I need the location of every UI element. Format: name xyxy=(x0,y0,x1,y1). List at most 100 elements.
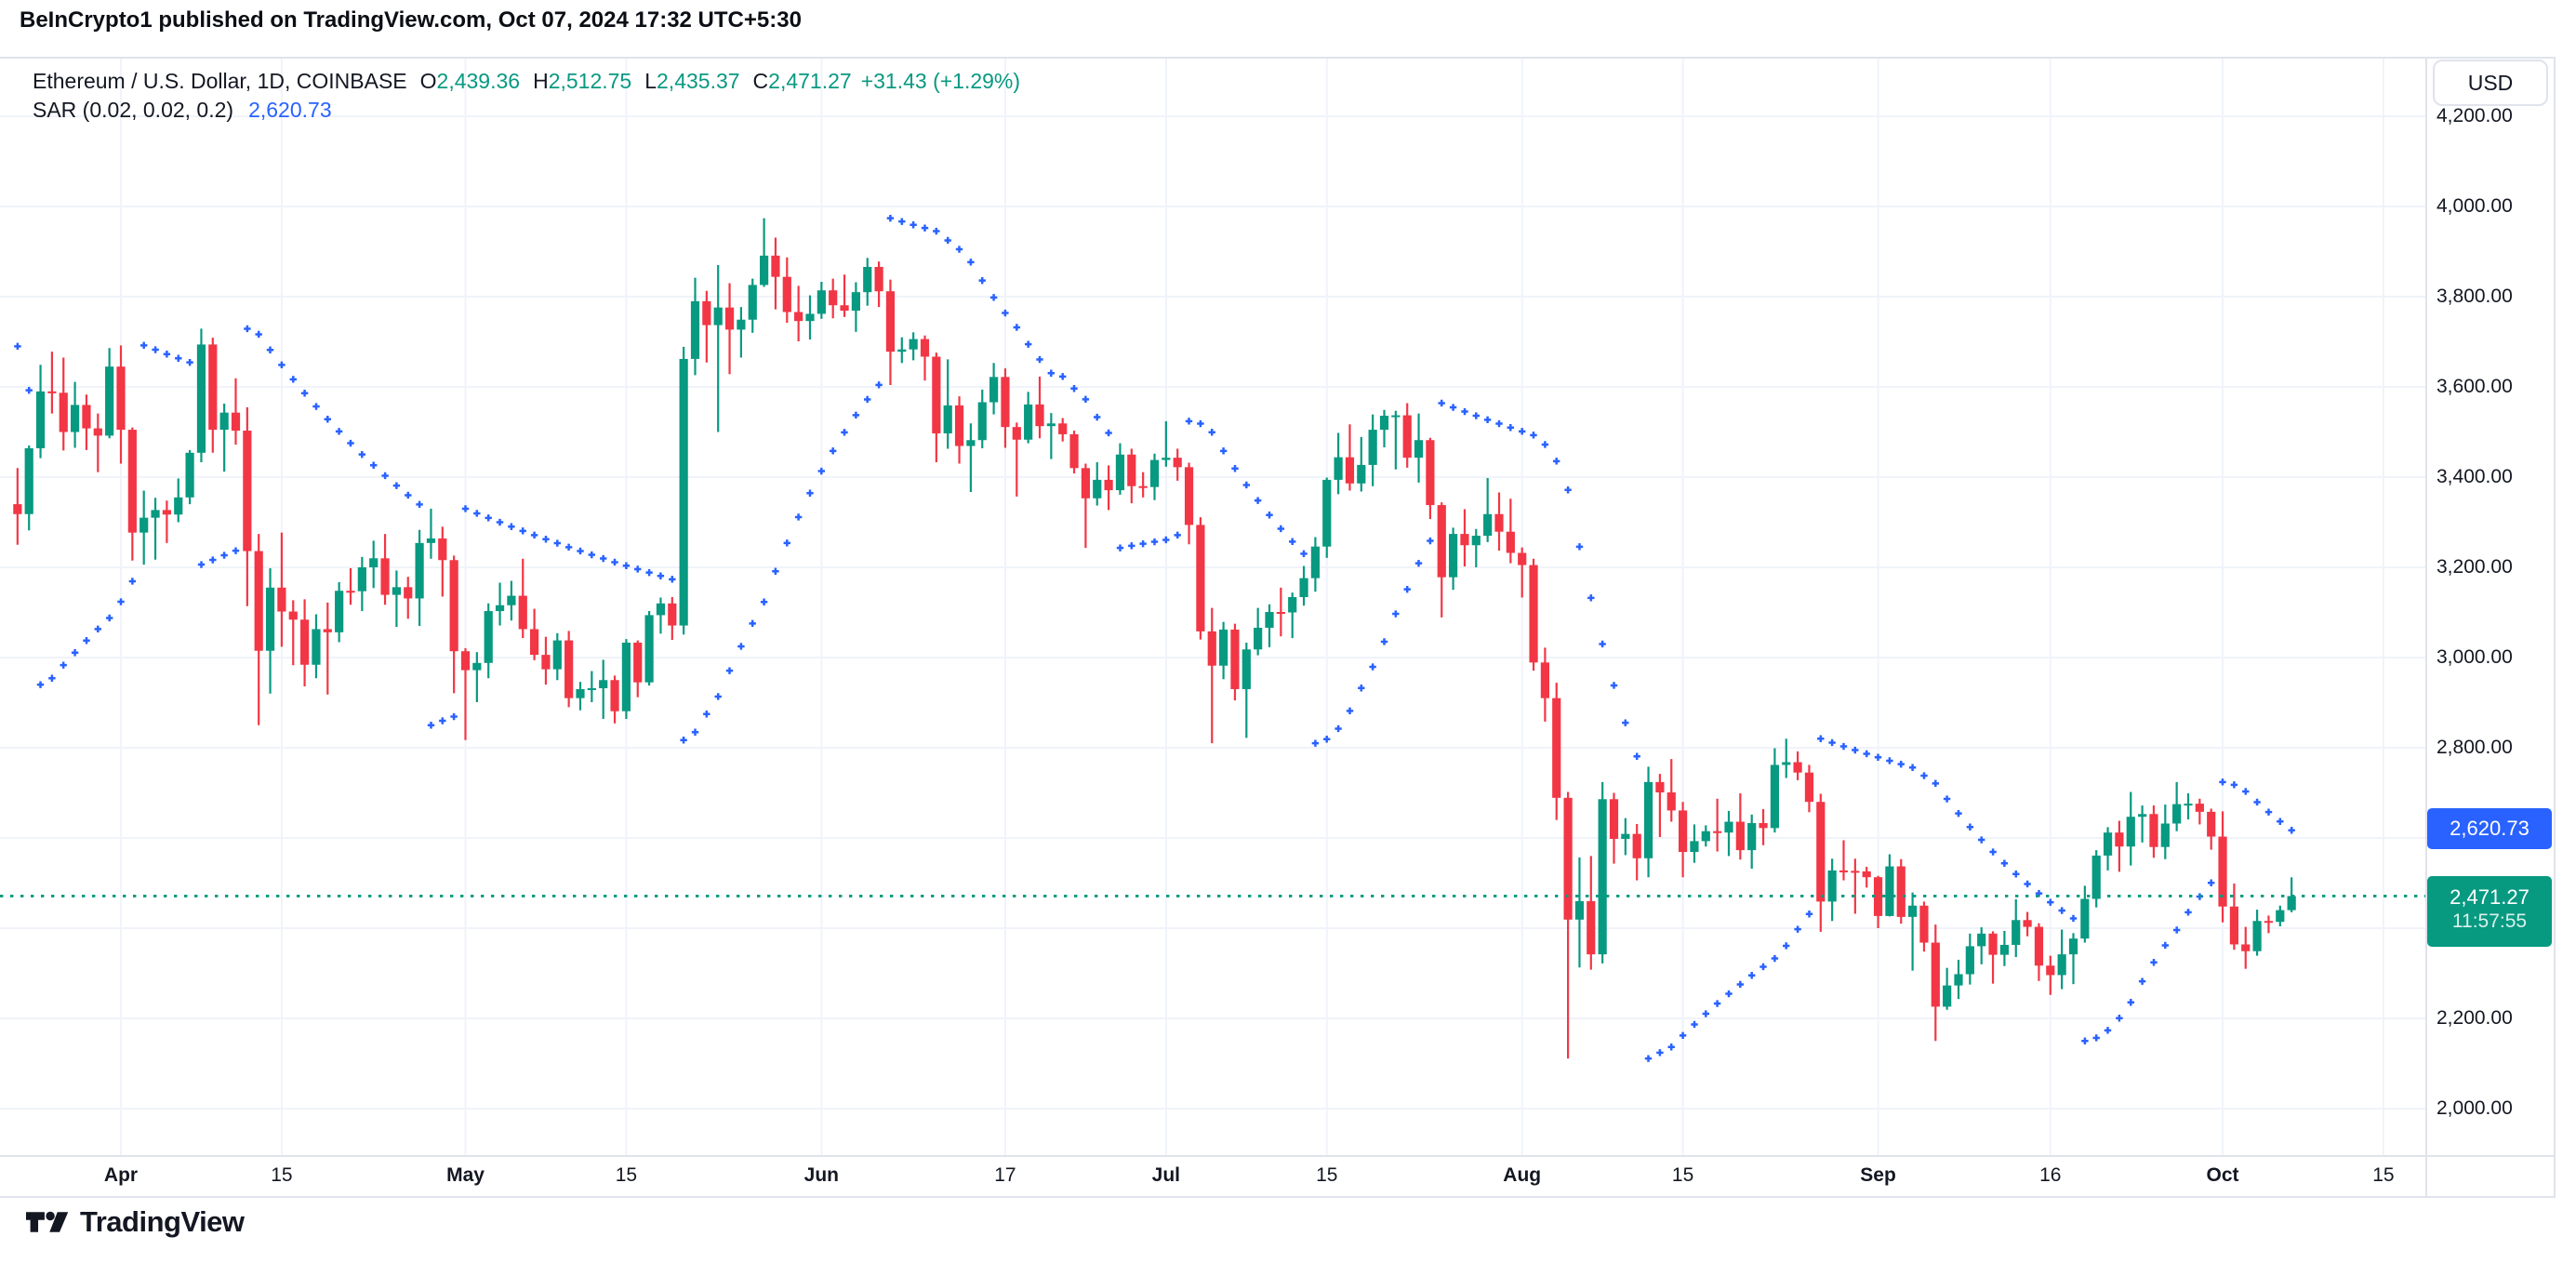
candle xyxy=(1379,409,1389,447)
candle xyxy=(162,500,171,543)
candle xyxy=(564,631,574,708)
candle xyxy=(2012,898,2021,958)
candle xyxy=(404,577,413,619)
candle xyxy=(1632,823,1641,881)
candle xyxy=(530,608,539,660)
candle xyxy=(495,582,505,626)
candle xyxy=(1310,537,1320,592)
symbol-title[interactable]: Ethereum / U.S. Dollar, 1D, COINBASE xyxy=(33,69,407,93)
candle xyxy=(989,363,999,415)
candle xyxy=(977,389,987,448)
candle xyxy=(2023,911,2032,937)
candle xyxy=(2241,926,2251,969)
time-axis-label: Apr xyxy=(103,1164,139,1186)
candle xyxy=(552,632,562,681)
candle xyxy=(507,580,516,621)
candle xyxy=(1701,825,1710,847)
candle xyxy=(954,396,964,464)
change-value: +31.43 (+1.29%) xyxy=(860,69,1021,93)
candle xyxy=(863,258,872,306)
candle xyxy=(760,218,769,287)
candle xyxy=(1081,463,1090,549)
sar-value: 2,620.73 xyxy=(248,98,332,122)
price-axis-label: 3,000.00 xyxy=(2437,646,2513,668)
candle xyxy=(13,468,22,545)
candle xyxy=(782,257,791,324)
candle xyxy=(1851,858,1860,914)
candle xyxy=(2276,905,2285,927)
candle xyxy=(59,357,68,451)
ohlc-values: O2,439.36 H2,512.75 L2,435.37 C2,471.27 xyxy=(407,69,852,93)
candle xyxy=(438,526,447,597)
candle xyxy=(2149,805,2158,858)
candle xyxy=(47,352,57,414)
candle xyxy=(1276,587,1285,637)
candle xyxy=(1839,840,1849,881)
candle xyxy=(1873,875,1883,928)
candle xyxy=(1093,461,1102,506)
candle xyxy=(1115,443,1125,495)
candle xyxy=(1999,930,2009,966)
candle xyxy=(2068,933,2078,985)
ohlc-pair: H2,512.75 xyxy=(533,69,632,93)
candle xyxy=(690,277,700,376)
candle xyxy=(1471,528,1481,567)
candle xyxy=(1965,933,1974,985)
time-axis-label: 15 xyxy=(271,1164,293,1186)
candle xyxy=(794,286,803,342)
ohlc-pair: O2,439.36 xyxy=(419,69,521,93)
candle xyxy=(851,282,860,332)
candle xyxy=(1230,623,1240,701)
sar-dots xyxy=(14,214,2295,1062)
tradingview-wordmark[interactable]: TradingView xyxy=(80,1205,245,1238)
candle xyxy=(805,295,815,340)
footer: TradingView xyxy=(26,1203,245,1241)
price-axis-label: 2,000.00 xyxy=(2437,1097,2513,1119)
candle xyxy=(346,567,355,605)
candle xyxy=(1896,858,1905,924)
candle xyxy=(1690,824,1699,863)
last-price-value: 2,471.27 xyxy=(2450,885,2530,910)
candle xyxy=(1460,509,1469,567)
candle xyxy=(587,671,596,703)
candle xyxy=(415,529,424,627)
candle xyxy=(127,427,137,561)
candle xyxy=(151,498,160,560)
candle xyxy=(679,346,688,635)
candle xyxy=(35,365,46,459)
candle xyxy=(196,328,206,462)
candle xyxy=(1724,810,1733,857)
candle xyxy=(610,675,619,724)
candle xyxy=(576,682,585,711)
candle xyxy=(472,652,482,703)
tradingview-logo-icon[interactable] xyxy=(26,1203,69,1241)
candle xyxy=(1483,477,1493,542)
candle xyxy=(1816,793,1826,932)
candle xyxy=(93,413,102,472)
candle xyxy=(1138,472,1148,498)
time-axis-label: 15 xyxy=(615,1164,638,1186)
currency-toggle-button[interactable]: USD xyxy=(2433,60,2548,106)
sar-label[interactable]: SAR (0.02, 0.02, 0.2) xyxy=(33,98,234,122)
top-divider xyxy=(0,57,2556,59)
candle xyxy=(243,406,252,606)
candle xyxy=(1862,867,1871,888)
candle xyxy=(1655,774,1665,838)
candle xyxy=(1574,857,1585,968)
candle xyxy=(771,237,780,310)
candle xyxy=(1954,959,1963,1000)
candle xyxy=(1679,802,1688,878)
candle xyxy=(748,278,757,333)
plot-bottom-divider xyxy=(0,1155,2556,1157)
candle xyxy=(1770,748,1779,833)
candle xyxy=(909,332,918,361)
price-axis-label: 3,400.00 xyxy=(2437,466,2513,487)
candle xyxy=(2207,808,2216,850)
candle xyxy=(1104,465,1113,511)
candle xyxy=(335,582,344,643)
candle xyxy=(323,602,332,695)
candle xyxy=(2218,811,2227,923)
candle xyxy=(1207,607,1216,744)
candle xyxy=(1931,924,1940,1042)
